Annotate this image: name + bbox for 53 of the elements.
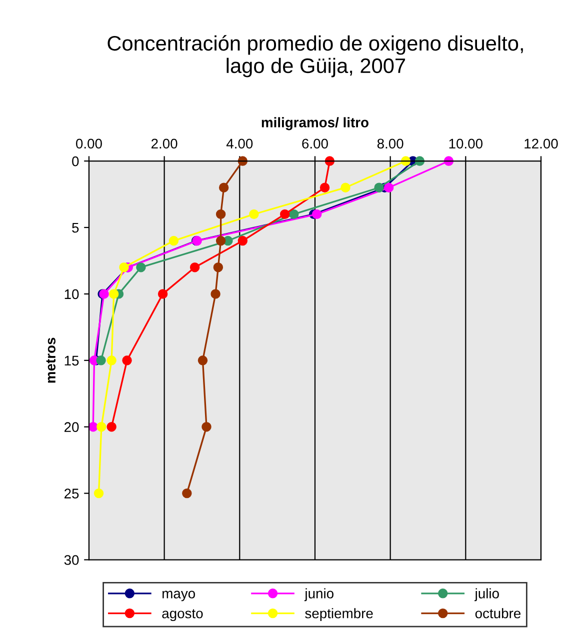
point <box>216 236 226 246</box>
y-tick-label: 0 <box>72 156 79 166</box>
legend-label: octubre <box>475 608 521 618</box>
point <box>168 236 179 246</box>
x-axis-title: miligramos/ litro <box>262 117 368 130</box>
x-tick-label: 12.00 <box>524 138 558 149</box>
point <box>249 209 259 220</box>
y-tick-label: 30 <box>64 555 79 565</box>
point <box>106 422 116 432</box>
point <box>320 182 330 192</box>
point <box>198 356 208 366</box>
point <box>96 356 106 366</box>
y-axis-title: metros <box>46 338 56 383</box>
point <box>122 356 132 366</box>
point <box>182 488 192 498</box>
y-tick-label: 25 <box>64 488 79 498</box>
chart-title: Concentración promedio de oxigeno disuelto, lago de Güija, 2007 <box>108 35 523 78</box>
point <box>213 262 224 272</box>
point <box>289 209 299 220</box>
point <box>190 262 200 272</box>
x-tick-label: 6.00 <box>302 138 328 149</box>
point <box>106 356 116 366</box>
legend-label: junio <box>304 588 334 602</box>
point <box>280 209 290 220</box>
x-tick-label: 4.00 <box>226 138 253 149</box>
x-tick-label: 10.00 <box>449 138 482 149</box>
point <box>210 289 220 299</box>
point <box>216 209 226 220</box>
y-tick-label: 10 <box>64 289 79 300</box>
point <box>96 422 106 432</box>
legend-label: julio <box>474 588 499 602</box>
point <box>374 182 384 192</box>
legend-label: agosto <box>162 609 203 622</box>
point <box>238 236 248 246</box>
x-tick-label: 2.00 <box>151 138 178 149</box>
point <box>119 262 129 272</box>
y-tick-label: 20 <box>64 422 79 432</box>
point <box>340 182 350 192</box>
point <box>312 209 322 220</box>
legend-label: septiembre <box>305 608 373 622</box>
point <box>94 488 104 498</box>
legend-label: mayo <box>162 590 196 602</box>
point <box>218 182 229 192</box>
point <box>108 289 119 299</box>
point <box>238 156 248 166</box>
point <box>158 289 168 299</box>
point <box>136 262 146 272</box>
y-tick-label: 15 <box>64 356 79 366</box>
point <box>202 422 212 432</box>
x-tick-label: 0.00 <box>76 138 102 149</box>
x-tick-label: 8.00 <box>377 138 404 149</box>
y-tick-label: 5 <box>72 222 79 233</box>
point <box>384 182 394 192</box>
